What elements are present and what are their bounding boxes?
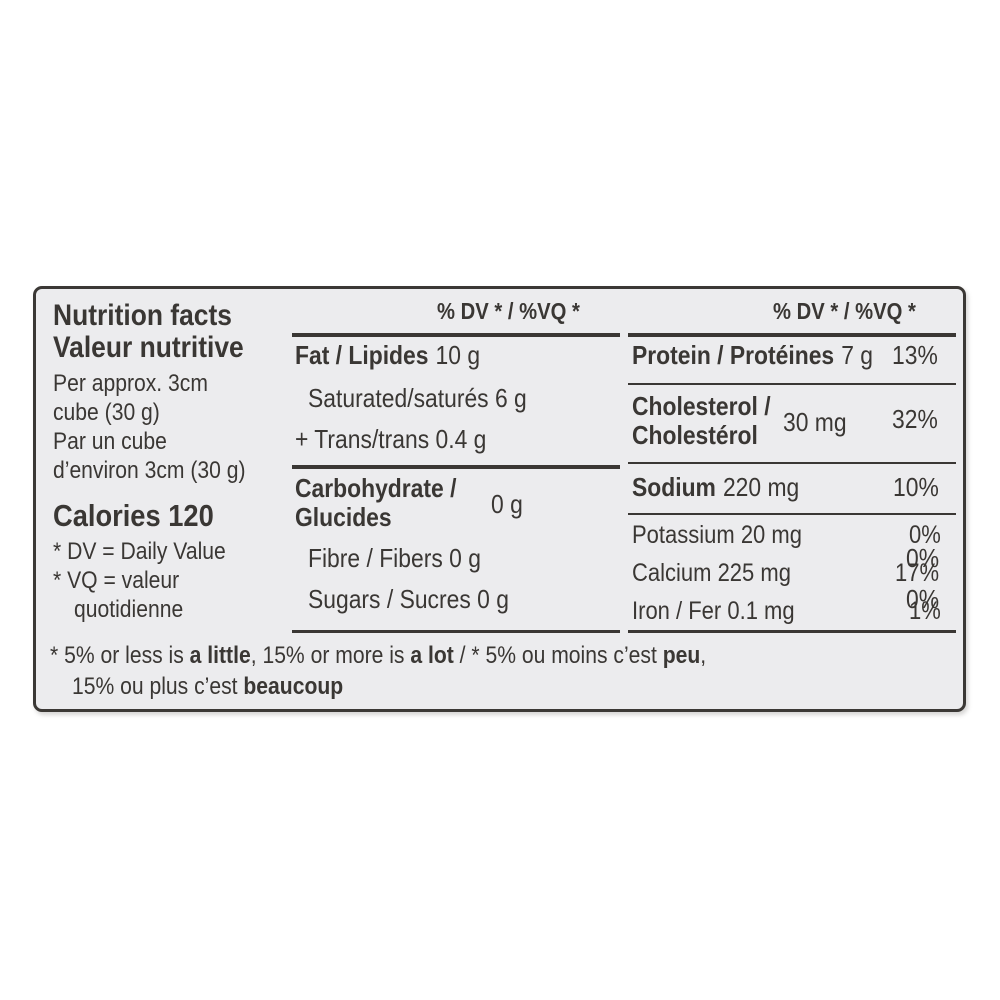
footnote-seg-c: , 15% or more is <box>250 642 411 669</box>
fibre-label: Fibre / Fibers 0 g <box>308 543 481 573</box>
serving-size-line-4: d’environ 3cm (30 g) <box>53 457 246 484</box>
dv-header-right: % DV * / %VQ * <box>773 298 916 324</box>
sugars-daily-value: 0% <box>906 584 940 614</box>
carbohydrate-label-line-2: Glucides <box>295 502 392 532</box>
footnote-seg-g: , <box>700 642 707 669</box>
dv-header-middle: % DV * / %VQ * <box>437 298 580 324</box>
divider-middle-bottom <box>292 630 620 633</box>
divider-right-bottom <box>628 630 956 633</box>
fat-label: Fat / Lipides <box>295 340 429 370</box>
footnote-seg-h: 15% ou plus c’est <box>72 673 244 700</box>
carbohydrate-value: 0 g <box>491 489 523 519</box>
divider-right-protein-cholesterol <box>628 383 956 385</box>
serving-size-line-3: Par un cube <box>53 428 167 455</box>
sodium-label: Sodium <box>632 472 716 502</box>
nutrition-facts-panel: Nutrition facts Valeur nutritive Per app… <box>33 286 966 712</box>
label-title-french: Valeur nutritive <box>53 331 244 364</box>
divider-middle-top <box>292 333 620 337</box>
saturated-fat-label: Saturated/saturés 6 g <box>308 383 527 413</box>
sodium-row: Sodium 220 mg <box>632 474 799 500</box>
sodium-daily-value: 10% <box>892 472 939 502</box>
protein-row: Protein / Protéines 7 g <box>632 342 873 368</box>
carbohydrate-label-line-1: Carbohydrate / <box>295 473 457 503</box>
divider-middle-fat-carb <box>292 465 620 469</box>
fat-value: 10 g <box>435 340 481 370</box>
label-title-english: Nutrition facts <box>53 299 232 332</box>
footnote-seg-peu: peu <box>662 642 701 669</box>
legend-valeur-quotidienne-line-2: quotidienne <box>74 596 184 623</box>
saturated-trans-daily-value: 32% <box>891 404 938 434</box>
sugars-label: Sugars / Sucres 0 g <box>308 584 509 614</box>
footnote-seg-a-lot: a lot <box>410 642 454 669</box>
fat-daily-value: 13% <box>891 340 938 370</box>
potassium-label: Potassium 20 mg <box>632 521 802 549</box>
footnote-line-1: * 5% or less is a little, 15% or more is… <box>50 644 706 668</box>
iron-label: Iron / Fer 0.1 mg <box>632 597 795 625</box>
divider-right-sodium-minerals <box>628 513 956 515</box>
footnote-seg-e: / * 5% ou moins c’est <box>453 642 663 669</box>
footnote-line-2: 15% ou plus c’est beaucoup <box>72 675 343 699</box>
footnote-seg-a: * 5% or less is <box>50 642 190 669</box>
potassium-daily-value: 0% <box>908 521 941 549</box>
cholesterol-label-line-2: Cholestérol <box>632 420 758 450</box>
legend-daily-value: * DV = Daily Value <box>53 538 226 565</box>
cholesterol-value: 30 mg <box>783 407 847 437</box>
protein-label: Protein / Protéines <box>632 340 835 370</box>
sodium-value: 220 mg <box>722 472 800 502</box>
fibre-daily-value: 0% <box>906 543 940 573</box>
legend-valeur-quotidienne-line-1: * VQ = valeur <box>53 567 180 594</box>
protein-value: 7 g <box>841 340 874 370</box>
fat-row: Fat / Lipides 10 g <box>295 342 480 368</box>
footnote-seg-beaucoup: beaucoup <box>243 673 344 700</box>
divider-right-top <box>628 333 956 337</box>
footnote-seg-a-little: a little <box>189 642 251 669</box>
iron-daily-value: 1% <box>908 597 941 625</box>
divider-right-cholesterol-sodium <box>628 462 956 464</box>
calories-value: Calories 120 <box>53 498 214 533</box>
serving-size-line-2: cube (30 g) <box>53 399 160 426</box>
cholesterol-label-line-1: Cholesterol / <box>632 391 771 421</box>
calcium-label: Calcium 225 mg <box>632 559 791 587</box>
trans-fat-label: + Trans/trans 0.4 g <box>295 424 487 454</box>
calcium-daily-value: 17% <box>894 559 939 587</box>
serving-size-line-1: Per approx. 3cm <box>53 370 208 397</box>
